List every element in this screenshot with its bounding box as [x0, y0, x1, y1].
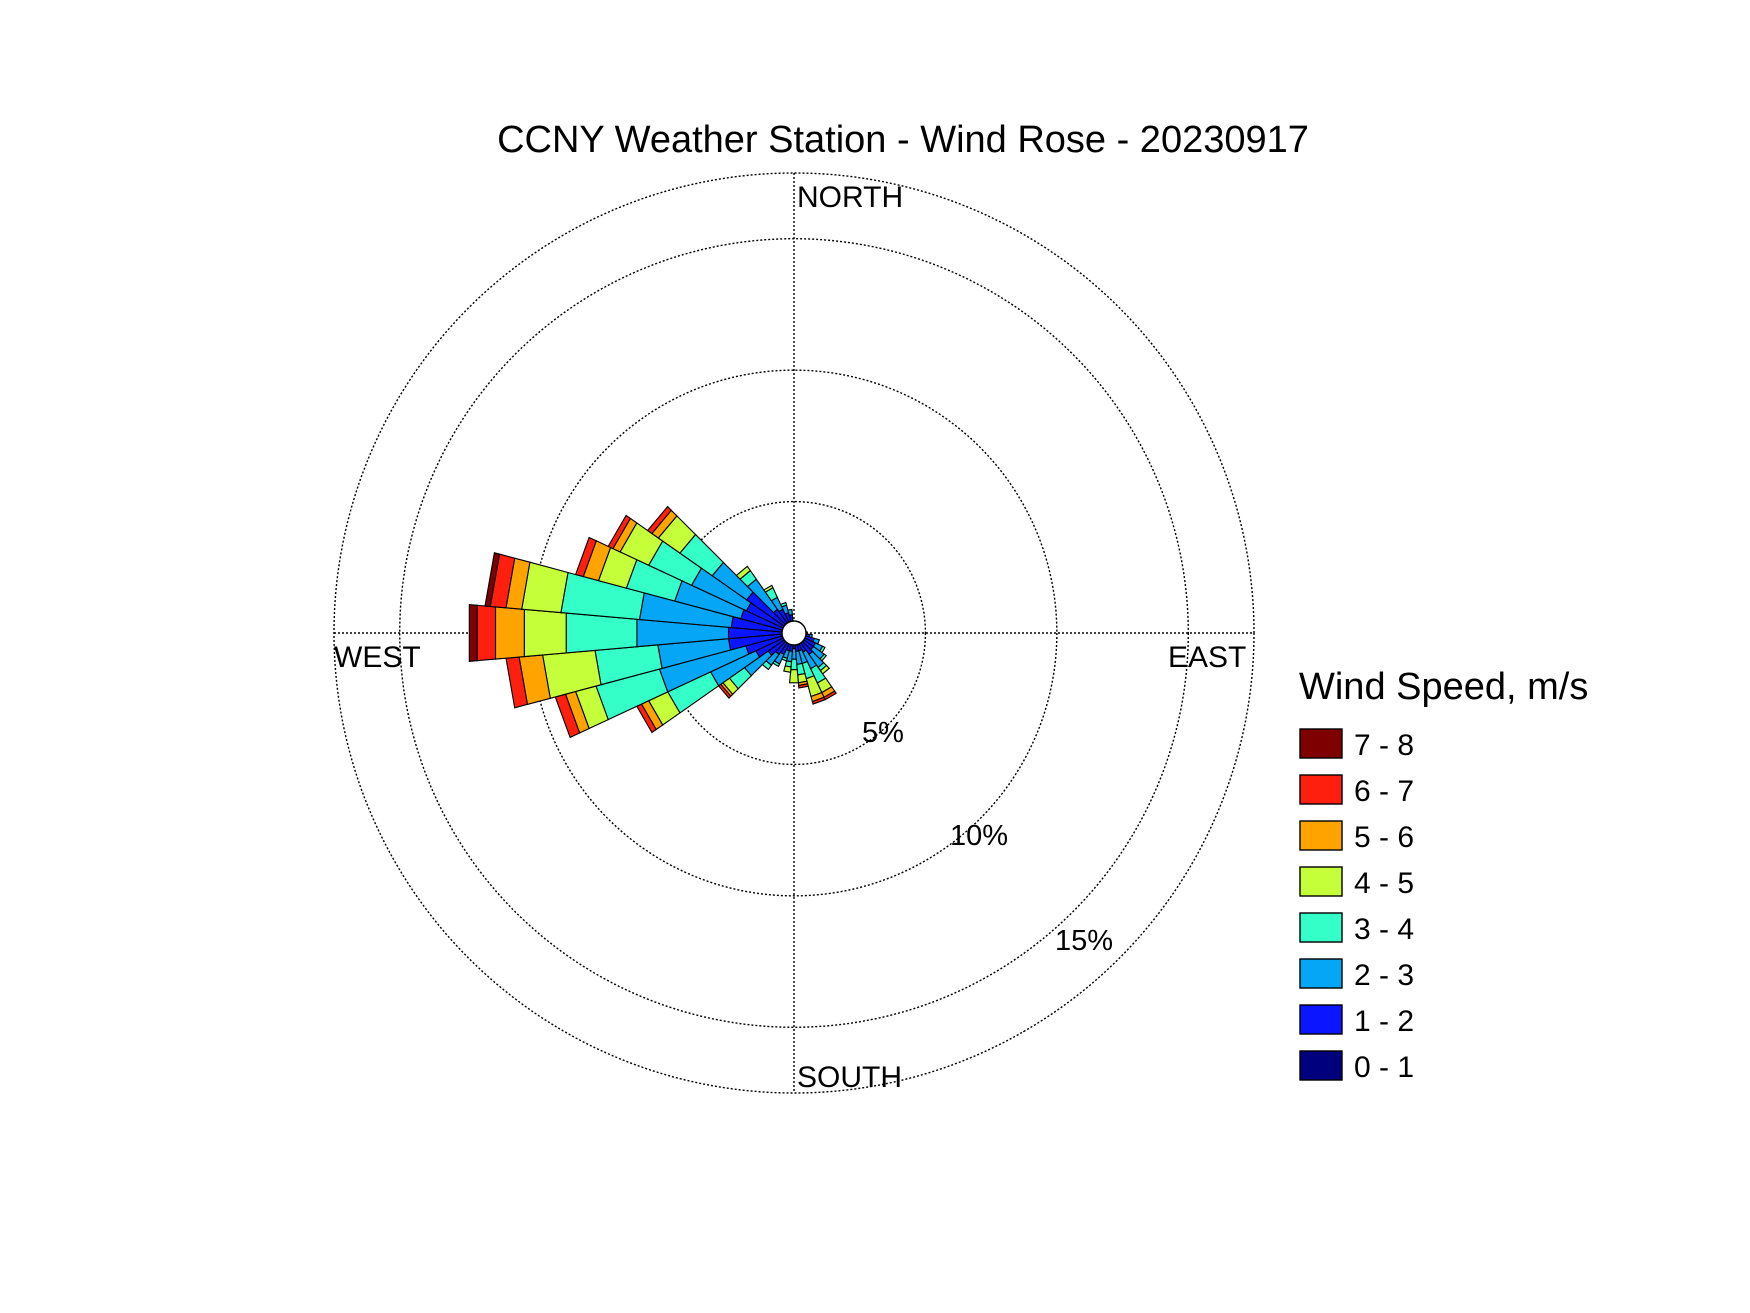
legend-swatch-7-8: [1299, 728, 1343, 759]
legend-label-5-6: 5 - 6: [1354, 821, 1414, 854]
sector-320-bin-4: [735, 565, 752, 580]
legend-swatch-2-3: [1299, 958, 1343, 989]
legend-label-0-1: 0 - 1: [1354, 1051, 1414, 1084]
sector-180-bin-4: [788, 669, 800, 684]
sector-190-bin-4: [783, 665, 792, 673]
direction-label-west: WEST: [334, 641, 421, 674]
legend-label-7-8: 7 - 8: [1354, 729, 1414, 762]
legend-title: Wind Speed, m/s: [1299, 666, 1588, 708]
legend-label-1-2: 1 - 2: [1354, 1005, 1414, 1038]
sector-300-bin-6: [607, 514, 632, 550]
direction-label-north: NORTH: [797, 181, 903, 214]
sector-280-bin-7: [484, 552, 501, 607]
sector-270-bin-6: [476, 604, 497, 662]
direction-label-south: SOUTH: [797, 1061, 902, 1094]
sector-270-bin-3: [565, 612, 638, 654]
legend-swatch-0-1: [1299, 1050, 1343, 1081]
legend-swatch-1-2: [1299, 1004, 1343, 1035]
sector-270-bin-4: [523, 608, 567, 658]
legend-label-2-3: 2 - 3: [1354, 959, 1414, 992]
legend-label-3-4: 3 - 4: [1354, 913, 1414, 946]
sector-340-bin-3: [779, 601, 788, 608]
sector-290-bin-6: [574, 536, 597, 578]
sector-270-bin-7: [468, 603, 478, 663]
chart-title: CCNY Weather Station - Wind Rose - 20230…: [497, 119, 1309, 161]
calm-center-circle: [781, 620, 807, 646]
ring-label-5: 5%: [862, 717, 904, 749]
legend-swatch-6-7: [1299, 774, 1343, 805]
sector-350-bin-2: [787, 608, 793, 616]
ring-label-15: 15%: [1055, 925, 1113, 957]
legend-label-6-7: 6 - 7: [1354, 775, 1414, 808]
sector-170-bin-6: [798, 683, 809, 689]
sector-270-bin-5: [494, 606, 525, 660]
sector-310-bin-6: [646, 505, 673, 535]
legend-swatch-4-5: [1299, 866, 1343, 897]
legend-swatch-5-6: [1299, 820, 1343, 851]
legend-swatch-3-4: [1299, 912, 1343, 943]
wind-rose-sectors: [468, 505, 837, 739]
sector-160-bin-6: [811, 696, 826, 705]
legend-label-4-5: 4 - 5: [1354, 867, 1414, 900]
speed-legend: Wind Speed, m/s 7 - 8 6 - 7 5 - 6 4 - 5 3 - …: [1299, 666, 1588, 1084]
sector-330-bin-4: [762, 584, 774, 593]
ring-label-10: 10%: [950, 820, 1008, 852]
legend-items: 7 - 8 6 - 7 5 - 6 4 - 5 3 - 4 2 - 3 1 - 2 0 - 1: [1299, 728, 1414, 1084]
direction-label-east: EAST: [1168, 641, 1246, 674]
